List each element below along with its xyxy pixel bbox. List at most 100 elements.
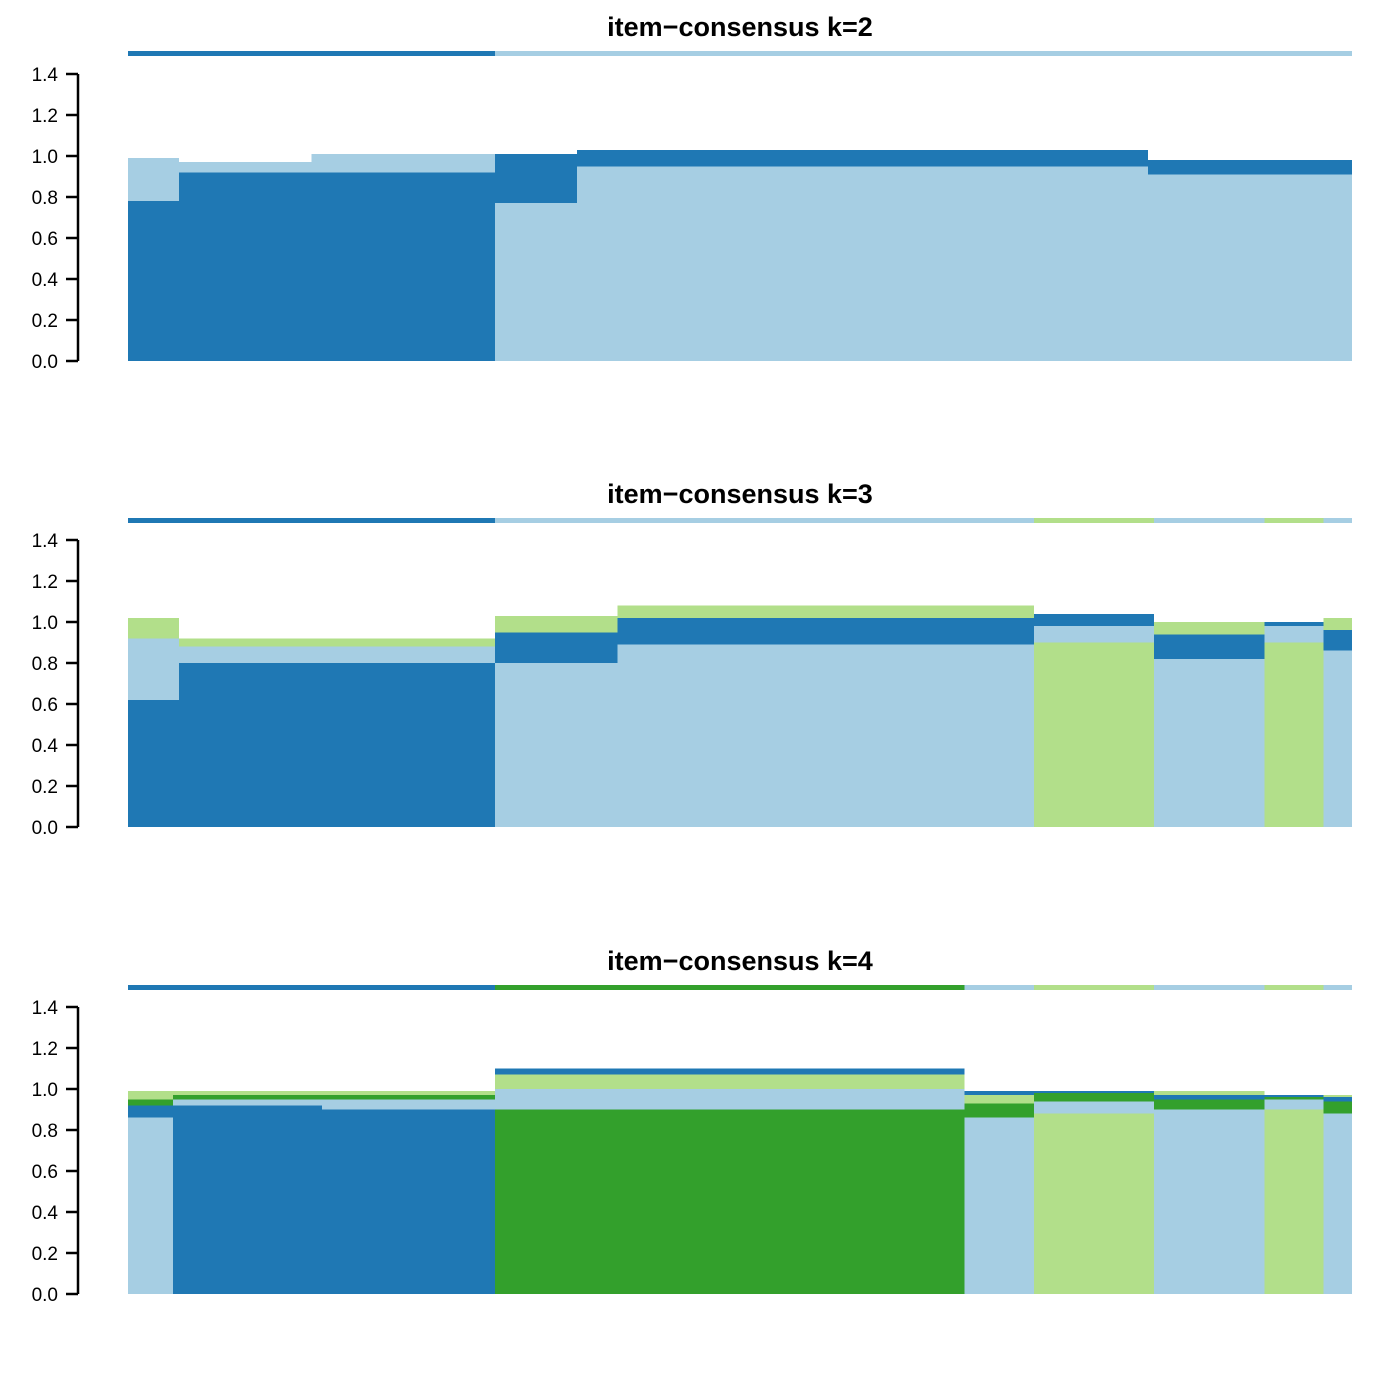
bar-cluster_2 <box>495 1089 965 1110</box>
y-tick-label: 0.8 <box>32 1121 58 1142</box>
bar-cluster_1 <box>1323 630 1352 651</box>
bar-cluster_2 <box>179 646 496 663</box>
membership-track-cluster_2 <box>1154 985 1265 990</box>
y-tick-label: 0.8 <box>32 188 58 209</box>
bar-cluster_3 <box>128 1091 173 1100</box>
membership-track-cluster_1 <box>128 985 496 990</box>
y-tick-label: 0.4 <box>32 1203 59 1224</box>
panel-k4: item−consensus k=4 0.0 0.2 0.4 0.6 0.8 1.0 1.2… <box>32 946 1352 1306</box>
bar-cluster_3 <box>1033 642 1155 827</box>
bar-cluster_3 <box>964 1095 1034 1104</box>
bar-cluster_2 <box>1264 1099 1324 1110</box>
bar-cluster_2 <box>1264 626 1324 643</box>
bar-cluster_3 <box>1264 642 1324 827</box>
membership-track-cluster_3 <box>1264 518 1324 523</box>
bar-cluster_1 <box>179 663 496 827</box>
y-tick-label: 1.0 <box>32 613 58 634</box>
bar-cluster_2 <box>1323 650 1352 827</box>
bar-cluster_2 <box>128 158 179 202</box>
bar-cluster_2 <box>495 203 577 361</box>
y-tick-label: 0.6 <box>32 1162 58 1183</box>
bar-cluster_4 <box>1264 1097 1324 1100</box>
membership-track-cluster_2 <box>495 518 1034 523</box>
bar-cluster_2 <box>1154 658 1265 827</box>
bar-cluster_2 <box>1148 174 1352 361</box>
membership-track-cluster_2 <box>964 985 1034 990</box>
bar-cluster_4 <box>1323 1101 1352 1114</box>
bar-cluster_3 <box>1323 617 1352 631</box>
bar-cluster_4 <box>128 1099 173 1106</box>
membership-track-cluster_2 <box>1154 518 1265 523</box>
bar-cluster_2 <box>495 663 618 827</box>
bar-cluster_4 <box>495 1109 965 1294</box>
panel-k2: item−consensus k=2 0.0 0.2 0.4 0.6 0.8 1.0 1.2… <box>32 12 1352 373</box>
y-tick-label: 0.0 <box>32 818 58 839</box>
y-tick-label: 1.2 <box>32 1039 58 1060</box>
membership-track-cluster_3 <box>1033 518 1155 523</box>
bar-cluster_2 <box>179 162 312 173</box>
bar-cluster_4 <box>321 1095 496 1100</box>
bar-cluster_2 <box>617 644 1034 827</box>
membership-track-cluster_3 <box>1033 985 1155 990</box>
bar-cluster_1 <box>1264 1095 1324 1098</box>
y-tick-label: 0.0 <box>32 352 58 373</box>
bar-cluster_1 <box>1154 634 1265 659</box>
bar-cluster_2 <box>311 153 496 173</box>
bar-cluster_2 <box>128 638 179 700</box>
bar-cluster_3 <box>1154 1091 1265 1096</box>
bar-cluster_3 <box>128 617 179 639</box>
bar-cluster_2 <box>128 1117 173 1294</box>
y-tick-label: 0.4 <box>32 270 59 291</box>
bar-cluster_1 <box>1148 160 1352 175</box>
bar-cluster_4 <box>1154 1099 1265 1110</box>
bar-cluster_1 <box>576 149 1148 167</box>
bar-cluster_1 <box>495 1068 965 1075</box>
bar-cluster_3 <box>1033 1113 1155 1294</box>
bar-cluster_3 <box>1264 1109 1324 1294</box>
y-tick-label: 1.4 <box>32 65 59 86</box>
bar-cluster_3 <box>1154 622 1265 635</box>
bar-cluster_4 <box>172 1095 322 1100</box>
bar-cluster_2 <box>1154 1109 1265 1294</box>
y-tick-label: 0.2 <box>32 311 58 332</box>
y-tick-label: 0.2 <box>32 777 58 798</box>
membership-track-cluster_2 <box>495 51 1352 56</box>
y-tick-label: 0.2 <box>32 1244 58 1265</box>
bar-cluster_2 <box>576 166 1148 361</box>
bar-cluster_2 <box>172 1099 322 1106</box>
bar-cluster_2 <box>321 1099 496 1110</box>
bar-cluster_3 <box>1323 1095 1352 1098</box>
bar-cluster_1 <box>1033 613 1155 627</box>
chart-title: item−consensus k=3 <box>607 479 873 509</box>
bar-cluster_2 <box>1323 1113 1352 1294</box>
y-tick-label: 1.2 <box>32 106 58 127</box>
bar-cluster_1 <box>495 153 577 204</box>
bar-cluster_1 <box>128 699 179 827</box>
bar-cluster_1 <box>1033 1091 1155 1094</box>
bar-cluster_3 <box>495 615 618 633</box>
y-tick-label: 0.6 <box>32 229 58 250</box>
chart-title: item−consensus k=4 <box>607 946 873 976</box>
bar-cluster_3 <box>617 605 1034 618</box>
y-tick-label: 1.0 <box>32 147 58 168</box>
bar-cluster_1 <box>495 632 618 663</box>
bar-cluster_1 <box>311 172 496 361</box>
bar-cluster_3 <box>321 1091 496 1096</box>
bar-cluster_1 <box>1154 1095 1265 1100</box>
bar-cluster_3 <box>172 1091 322 1096</box>
bar-cluster_1 <box>321 1109 496 1294</box>
bar-cluster_1 <box>617 617 1034 645</box>
panel-k3: item−consensus k=3 0.0 0.2 0.4 0.6 0.8 1.0 1.2… <box>32 479 1352 839</box>
membership-track-cluster_1 <box>128 518 496 523</box>
y-tick-label: 0.0 <box>32 1285 58 1306</box>
membership-track-cluster_4 <box>495 985 965 990</box>
bar-cluster_1 <box>964 1091 1034 1096</box>
bar-cluster_1 <box>172 1105 322 1294</box>
bar-cluster_4 <box>964 1103 1034 1118</box>
bar-cluster_1 <box>179 172 312 361</box>
bar-cluster_1 <box>128 1105 173 1118</box>
bar-cluster_2 <box>1033 1101 1155 1114</box>
bar-cluster_2 <box>1033 626 1155 643</box>
